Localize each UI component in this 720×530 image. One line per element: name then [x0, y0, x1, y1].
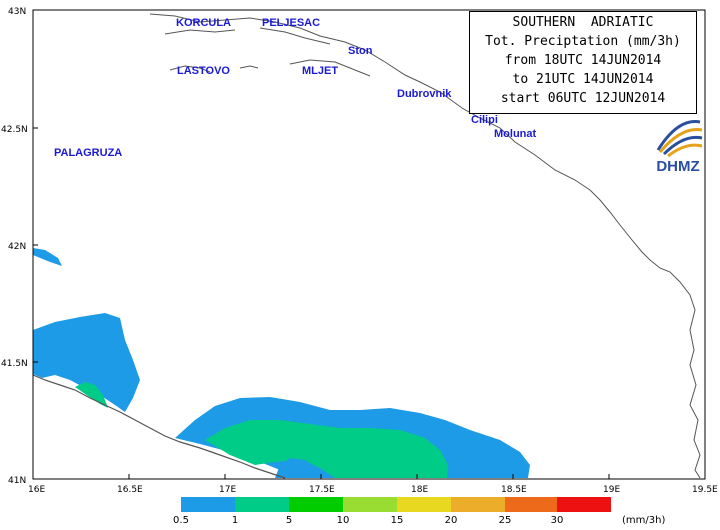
- legend-swatch-2: [289, 497, 343, 512]
- precip-area-blue-west: [33, 248, 62, 266]
- place-label-palagruza: PALAGRUZA: [54, 147, 122, 159]
- lon-label: 18E: [411, 485, 428, 495]
- legend-label: 10: [336, 515, 350, 526]
- dhmz-logo: DHMZ: [648, 112, 708, 175]
- info-valid-to: to 21UTC 14JUN2014: [512, 72, 654, 87]
- info-box: SOUTHERN ADRIATIC Tot. Preciptation (mm/…: [469, 11, 697, 114]
- lat-label: 41N: [8, 476, 26, 486]
- lat-label: 43N: [8, 7, 26, 17]
- lon-label: 18.5E: [501, 485, 527, 495]
- place-label-lastovo: LASTOVO: [177, 65, 230, 77]
- info-valid-from: from 18UTC 14JUN2014: [504, 53, 662, 68]
- dhmz-logo-text: DHMZ: [656, 158, 700, 175]
- info-variable: Tot. Preciptation (mm/3h): [485, 34, 681, 49]
- legend-swatch-4: [397, 497, 451, 512]
- legend-swatch-7: [557, 497, 611, 512]
- lon-label: 17E: [219, 485, 236, 495]
- lat-label: 41.5N: [1, 359, 28, 369]
- lat-label: 42.5N: [1, 125, 28, 135]
- place-label-korcula: KORCULA: [176, 17, 231, 29]
- place-label-molunat: Molunat: [494, 128, 536, 140]
- lon-label: 19.5E: [692, 485, 718, 495]
- place-label-dubrovnik: Dubrovnik: [397, 88, 452, 100]
- coastline-italy: [32, 374, 286, 479]
- info-region-title: SOUTHERN ADRIATIC: [512, 15, 654, 30]
- legend-label: 15: [390, 515, 404, 526]
- legend-label: 0.5: [173, 515, 189, 526]
- coastline-east: [149, 13, 701, 479]
- island-peljesac: [259, 27, 331, 45]
- place-label-cilipi: Cilipi: [471, 114, 498, 126]
- precip-area-blue-inner: [275, 458, 322, 478]
- precip-area-blue-southwest: [33, 313, 140, 412]
- legend-swatch-5: [451, 497, 505, 512]
- axis-ticks: [33, 127, 610, 479]
- place-label-mljet: MLJET: [302, 65, 338, 77]
- legend-label: 25: [498, 515, 512, 526]
- legend-swatch-3: [343, 497, 397, 512]
- legend-label: 30: [550, 515, 564, 526]
- info-run-start: start 06UTC 12JUN2014: [500, 91, 666, 106]
- dhmz-logo-icon: [656, 120, 703, 158]
- legend-swatch-6: [505, 497, 557, 512]
- legend-label: 1: [231, 515, 239, 526]
- island-small: [239, 65, 259, 69]
- legend-swatch-0: [181, 497, 235, 512]
- island-korcula: [164, 29, 236, 35]
- legend-units: (mm/3h): [622, 515, 666, 526]
- legend-label: 20: [444, 515, 458, 526]
- lon-label: 16E: [28, 485, 45, 495]
- precip-area-green-west: [75, 382, 108, 408]
- legend-swatch-1: [235, 497, 289, 512]
- island-lastovo: [169, 65, 211, 73]
- legend-label: 5: [285, 515, 293, 526]
- lat-label: 42N: [8, 242, 26, 252]
- place-label-ston: Ston: [348, 45, 373, 57]
- island-mljet: [289, 59, 371, 77]
- lon-label: 17.5E: [309, 485, 335, 495]
- lon-label: 16.5E: [117, 485, 143, 495]
- lon-label: 19E: [603, 485, 620, 495]
- precip-area-green-south: [205, 420, 448, 478]
- place-label-peljesac: PELJESAC: [262, 17, 320, 29]
